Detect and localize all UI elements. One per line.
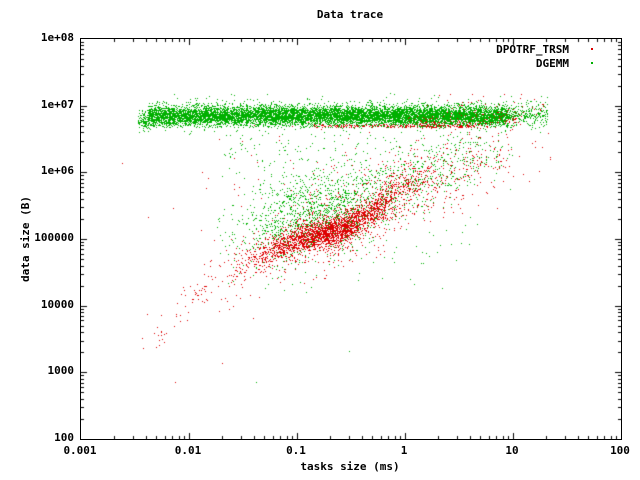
- y-tick-label: 1e+08: [40, 31, 74, 44]
- plot-canvas: [81, 39, 621, 439]
- legend-marker-dot-icon: [591, 48, 593, 50]
- plot-area: DPOTRF_TRSM DGEMM data size (B): [19, 38, 622, 440]
- x-tick-label: 1: [400, 444, 408, 457]
- legend-item-dgemm: DGEMM: [496, 56, 593, 70]
- y-tick-label: 100: [54, 431, 74, 444]
- legend-marker-dot-icon: [591, 62, 593, 64]
- x-tick-label: 0.1: [286, 444, 306, 457]
- legend-item-dpotrf-trsm: DPOTRF_TRSM: [496, 42, 593, 56]
- y-tick-label: 1000: [47, 364, 75, 378]
- x-axis-title: tasks size (ms): [300, 460, 400, 473]
- chart-title: Data trace: [316, 8, 384, 21]
- x-tick-label: 0.01: [174, 444, 202, 457]
- y-tick-label: 10000: [40, 297, 74, 311]
- x-tick-label: 100: [610, 444, 630, 457]
- legend: DPOTRF_TRSM DGEMM: [496, 42, 593, 70]
- y-tick-label: 1e+06: [40, 164, 74, 178]
- y-tick-label: 1e+07: [40, 97, 74, 111]
- legend-label: DPOTRF_TRSM: [496, 42, 569, 56]
- legend-label: DGEMM: [535, 56, 569, 70]
- y-tick-label: 100000: [34, 231, 74, 244]
- x-tick-label: 10: [505, 444, 519, 457]
- x-tick-label: 0.001: [63, 444, 97, 457]
